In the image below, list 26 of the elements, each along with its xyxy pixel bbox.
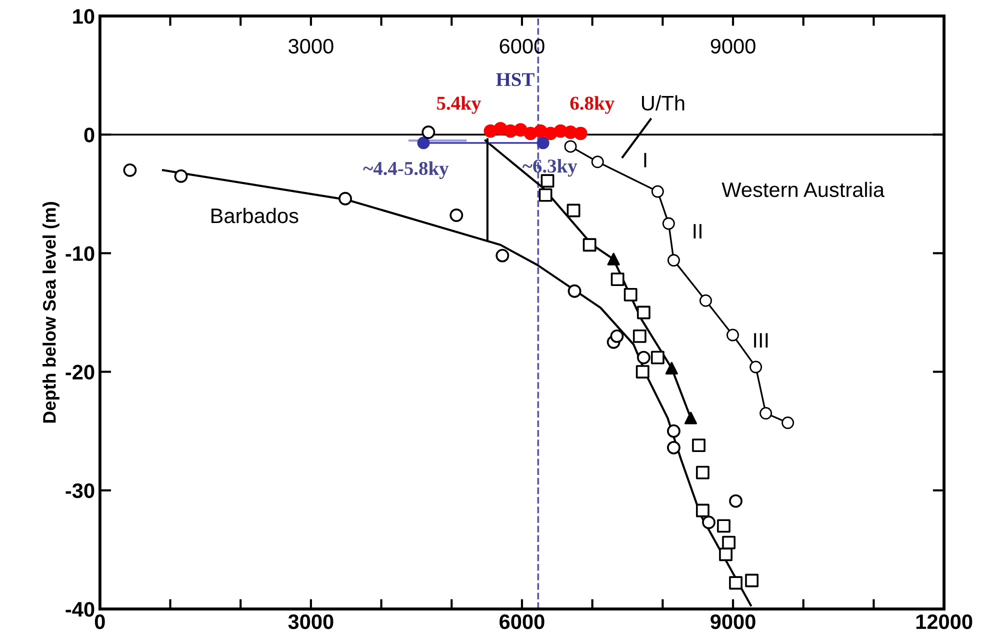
annotation: I bbox=[644, 152, 646, 168]
annotation: Barbados bbox=[212, 208, 298, 224]
x-tick-label: 0 bbox=[94, 614, 105, 630]
x-tick-label: 3000 bbox=[288, 614, 334, 630]
annotation: 6.8ky bbox=[570, 96, 614, 114]
annotation: U/Th bbox=[642, 95, 684, 111]
y-tick-label: 10 bbox=[73, 9, 94, 24]
x2-tick-label: 9000 bbox=[710, 38, 756, 54]
x-tick-label: 12000 bbox=[916, 614, 972, 630]
y-tick-label: -20 bbox=[66, 364, 94, 380]
y-tick-label: -30 bbox=[66, 483, 94, 498]
annotation: Western Australia bbox=[722, 182, 885, 198]
x2-tick-label: 3000 bbox=[288, 38, 334, 54]
annotation: ~6.3ky bbox=[522, 158, 578, 177]
x-tick-label: 9000 bbox=[710, 614, 756, 630]
annotation: ~4.4-5.8ky bbox=[363, 161, 449, 180]
annotation: 5.4ky bbox=[437, 96, 481, 114]
annotation: II bbox=[694, 224, 702, 238]
y-tick-label: 0 bbox=[84, 128, 94, 142]
y-axis-title: Depth below Sea level (m) bbox=[42, 202, 60, 423]
annotation: III bbox=[754, 333, 768, 348]
x-tick-label: 6000 bbox=[500, 614, 544, 630]
x2-tick-label: 6000 bbox=[500, 38, 544, 54]
annotation: HST bbox=[496, 73, 534, 86]
y-tick-label: -10 bbox=[66, 246, 94, 261]
y-tick-label: -40 bbox=[66, 602, 94, 617]
